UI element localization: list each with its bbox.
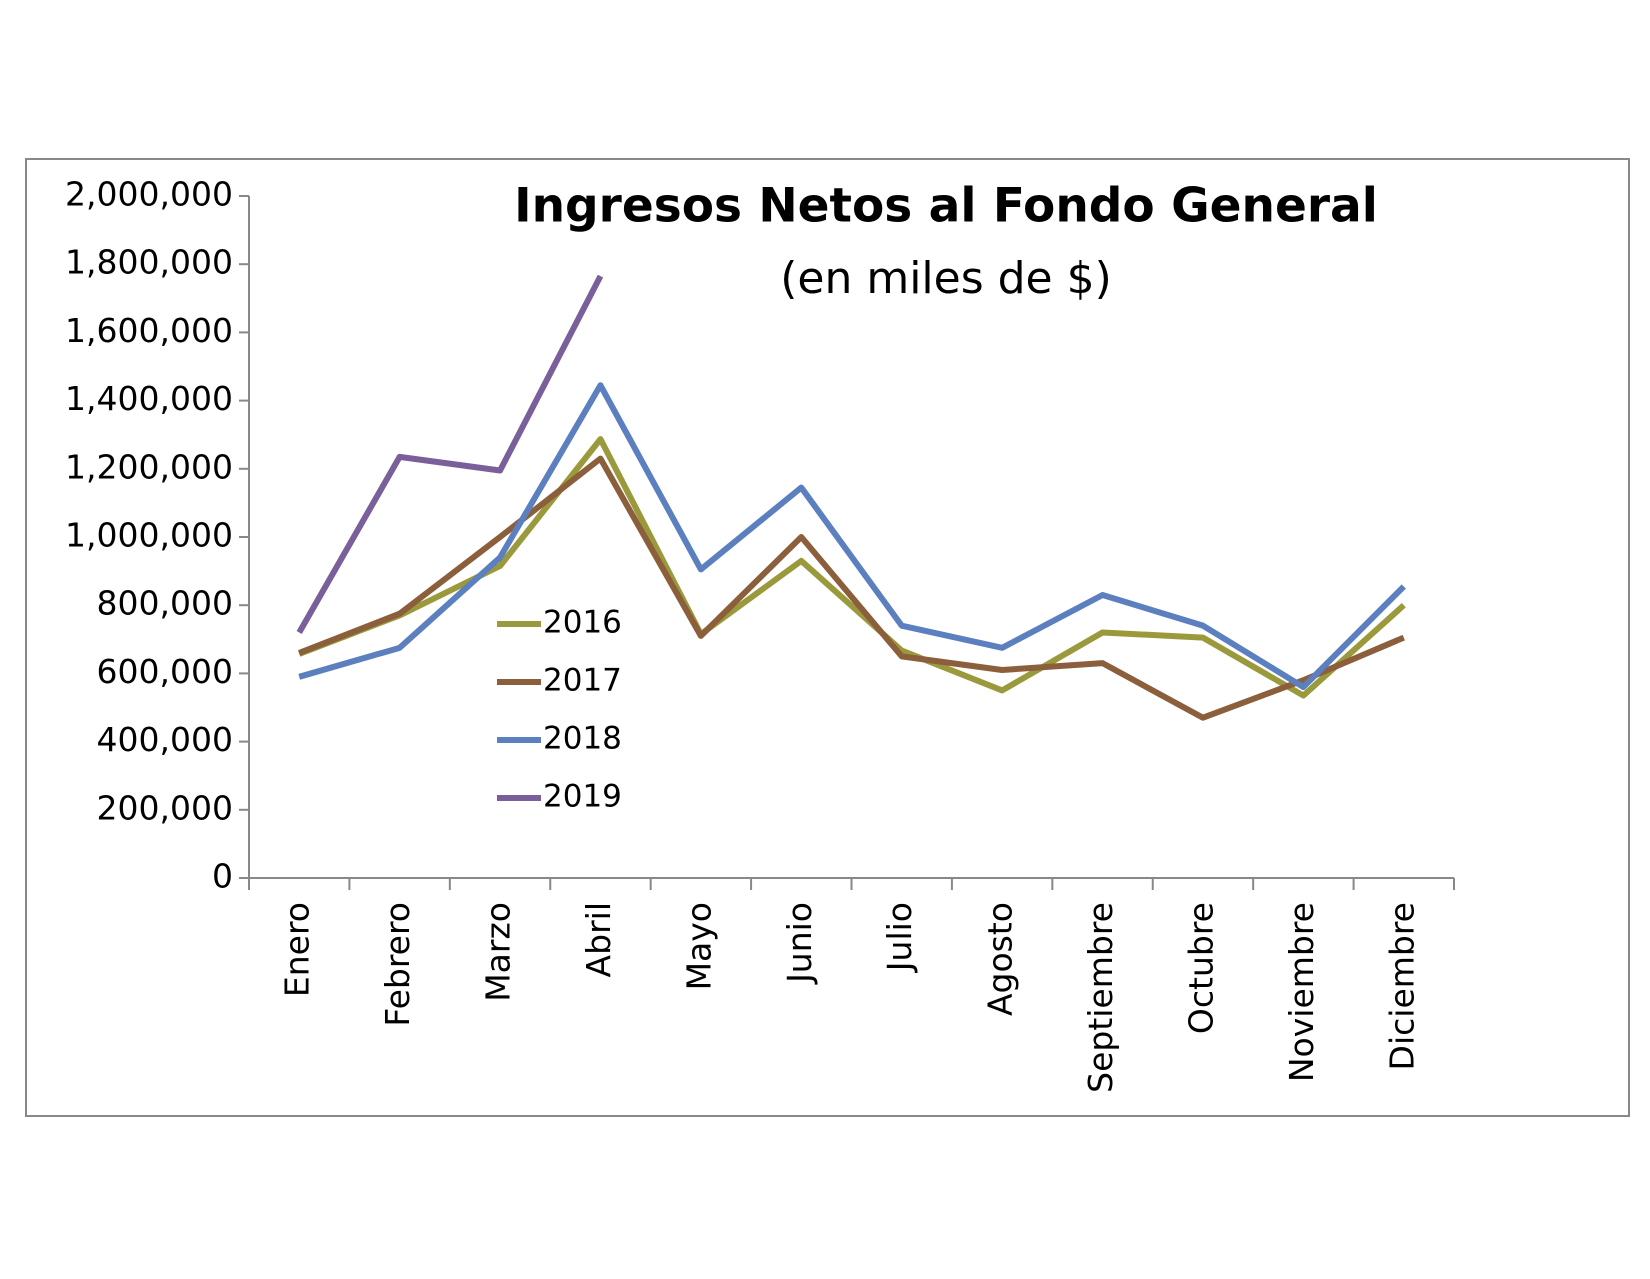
- y-tick-label: 200,000: [97, 788, 233, 827]
- legend-label: 2016: [543, 605, 622, 641]
- x-tick-label: Junio: [780, 902, 819, 985]
- series-line: [298, 455, 1405, 721]
- x-tick-label: Febrero: [378, 902, 417, 1027]
- chart-title: Ingresos Netos al Fondo General: [514, 179, 1378, 234]
- y-tick-label: 1,000,000: [65, 516, 233, 555]
- y-tick-label: 800,000: [97, 584, 233, 623]
- x-tick-label: Noviembre: [1282, 902, 1321, 1082]
- y-tick-label: 1,800,000: [65, 243, 233, 282]
- legend-label: 2018: [543, 721, 622, 757]
- y-tick-label: 1,400,000: [65, 379, 233, 418]
- chart-subtitle: (en miles de $): [780, 253, 1112, 304]
- y-tick-label: 1,600,000: [65, 311, 233, 350]
- x-tick-label: Mayo: [679, 902, 718, 990]
- x-tick-label: Agosto: [981, 902, 1020, 1016]
- y-tick-label: 0: [212, 857, 233, 896]
- x-tick-label: Enero: [278, 902, 317, 997]
- x-tick-label: Julio: [880, 902, 919, 973]
- y-tick-label: 400,000: [97, 720, 233, 759]
- x-tick-label: Diciembre: [1382, 902, 1421, 1070]
- chart-frame: [25, 158, 1630, 1117]
- y-tick-label: 2,000,000: [65, 175, 233, 214]
- legend-label: 2017: [543, 663, 622, 699]
- x-tick-label: Abril: [579, 902, 618, 977]
- x-tick-label: Septiembre: [1081, 902, 1120, 1093]
- y-tick-label: 1,200,000: [65, 447, 233, 486]
- x-tick-label: Marzo: [479, 902, 518, 1002]
- series-line: [298, 382, 1406, 691]
- y-tick-label: 600,000: [97, 652, 233, 691]
- series-line: [296, 274, 604, 634]
- legend-label: 2019: [543, 779, 622, 815]
- x-tick-label: Octubre: [1181, 902, 1220, 1034]
